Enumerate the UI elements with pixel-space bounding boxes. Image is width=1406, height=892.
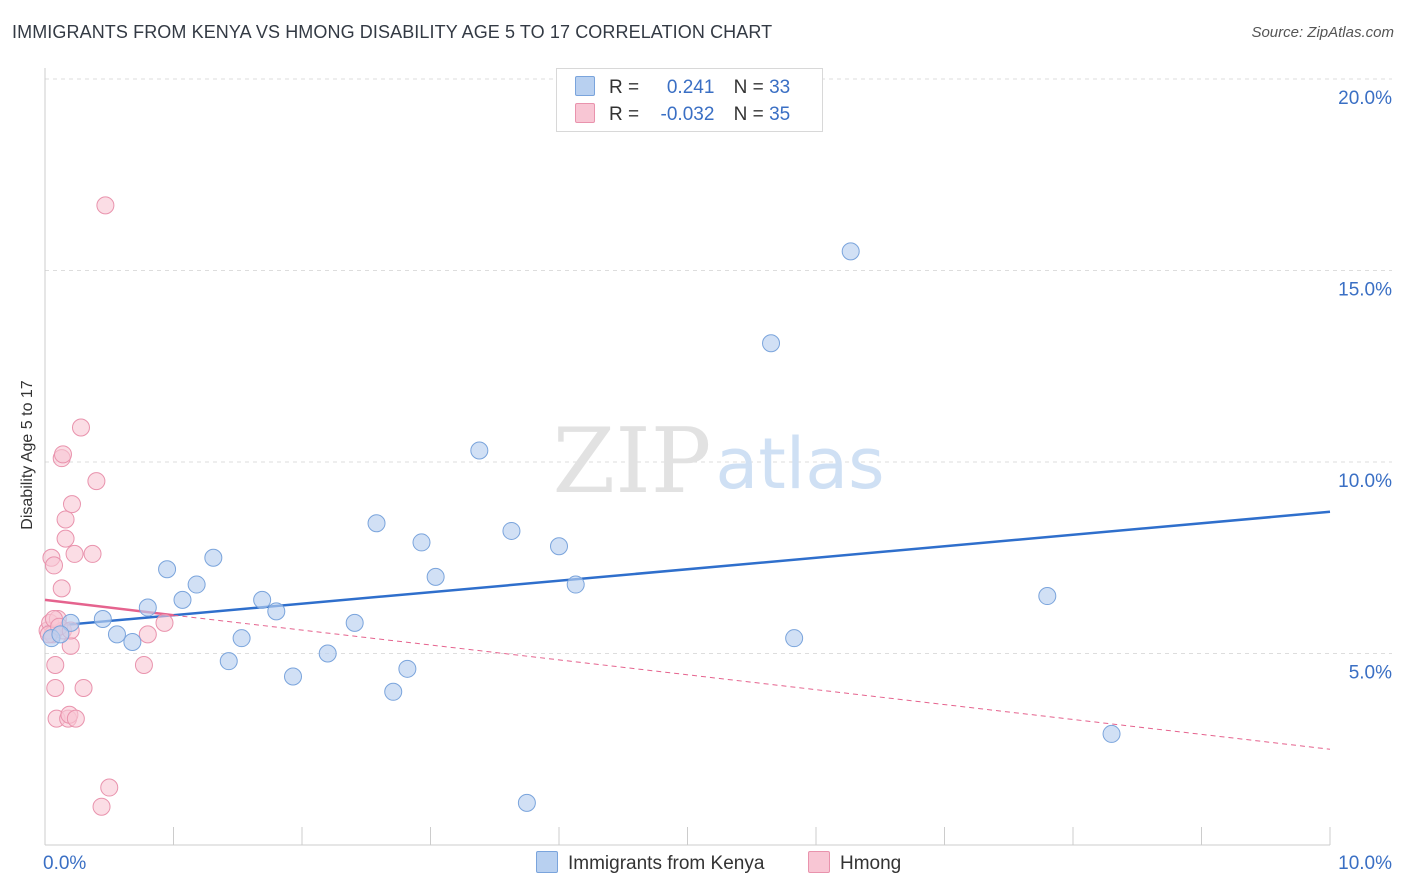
point-hmong	[56, 529, 75, 548]
point-kenya	[384, 682, 403, 701]
point-hmong	[74, 678, 93, 697]
point-kenya	[267, 602, 286, 621]
point-kenya	[93, 610, 112, 629]
bottom-legend-label-kenya: Immigrants from Kenya	[568, 853, 765, 874]
bottom-legend-swatch-kenya	[536, 851, 558, 873]
point-kenya	[785, 629, 804, 648]
x-tick-label-min: 0.0%	[43, 853, 86, 874]
point-hmong	[134, 655, 153, 674]
point-kenya	[232, 629, 251, 648]
point-kenya	[762, 334, 781, 353]
point-hmong	[65, 544, 84, 563]
legend-n-label-kenya: N =	[733, 77, 764, 98]
watermark: ZIP atlas	[553, 409, 885, 514]
point-kenya	[138, 598, 157, 617]
point-kenya	[426, 567, 445, 586]
tick-labels: 5.0% 10.0% 15.0% 20.0% 0.0% 10.0%	[43, 88, 1392, 874]
legend-n-label-hmong: N =	[733, 104, 764, 125]
point-hmong	[56, 510, 75, 529]
legend-swatch-kenya	[575, 76, 595, 96]
point-hmong	[44, 556, 63, 575]
legend-r-value-hmong: -0.032	[660, 104, 715, 125]
point-hmong	[46, 655, 65, 674]
y-tick-label: 5.0%	[1349, 663, 1392, 684]
trend-line-kenya	[44, 510, 1331, 628]
legend-n-value-hmong: 35	[769, 104, 791, 125]
legend-n-value-kenya: 33	[769, 77, 791, 98]
watermark-atlas: atlas	[715, 423, 884, 505]
point-kenya	[284, 667, 303, 686]
point-hmong	[66, 709, 85, 728]
point-hmong	[92, 797, 111, 816]
data-points	[38, 196, 1121, 816]
point-kenya	[1102, 724, 1121, 743]
point-hmong	[155, 613, 174, 632]
legend: R = 0.241 N = 33 R = -0.032 N = 35	[556, 68, 823, 132]
point-kenya	[412, 533, 431, 552]
point-hmong	[46, 678, 65, 697]
legend-swatch-hmong	[575, 103, 595, 123]
point-kenya	[318, 644, 337, 663]
point-kenya	[107, 625, 126, 644]
axes	[44, 68, 1331, 846]
point-kenya	[841, 242, 860, 261]
point-hmong	[96, 196, 115, 215]
source-label: Source: ZipAtlas.com	[1251, 24, 1394, 41]
point-kenya	[51, 625, 70, 644]
point-kenya	[187, 575, 206, 594]
chart-title: IMMIGRANTS FROM KENYA VS HMONG DISABILIT…	[12, 22, 773, 42]
x-tick-label-max: 10.0%	[1338, 853, 1392, 874]
bottom-legend-swatch-hmong	[808, 851, 830, 873]
point-kenya	[1038, 587, 1057, 606]
y-tick-label: 20.0%	[1338, 88, 1392, 109]
point-hmong	[52, 579, 71, 598]
watermark-zip: ZIP	[553, 409, 712, 514]
point-kenya	[470, 441, 489, 460]
point-kenya	[173, 590, 192, 609]
y-tick-label: 15.0%	[1338, 280, 1392, 301]
point-hmong	[62, 495, 81, 514]
point-hmong	[138, 625, 157, 644]
point-kenya	[566, 575, 585, 594]
point-hmong	[87, 472, 106, 491]
bottom-legend-hmong: Hmong	[808, 851, 901, 875]
legend-r-label-kenya: R =	[609, 77, 640, 98]
point-kenya	[219, 652, 238, 671]
point-kenya	[158, 560, 177, 579]
trend-line-hmong-dashed	[173, 614, 1331, 750]
point-kenya	[61, 613, 80, 632]
point-hmong	[100, 778, 119, 797]
point-kenya	[502, 521, 521, 540]
point-kenya	[123, 633, 142, 652]
point-hmong	[83, 544, 102, 563]
legend-row-hmong: R = -0.032 N = 35	[575, 103, 790, 127]
point-kenya	[367, 514, 386, 533]
point-kenya	[204, 548, 223, 567]
legend-r-value-kenya: 0.241	[666, 77, 715, 98]
point-kenya	[345, 613, 364, 632]
point-kenya	[517, 793, 536, 812]
point-kenya	[398, 659, 417, 678]
point-hmong	[53, 445, 72, 464]
bottom-legend-label-hmong: Hmong	[840, 853, 902, 874]
point-kenya	[550, 537, 568, 556]
legend-r-label-hmong: R =	[609, 104, 640, 125]
point-hmong	[71, 418, 90, 437]
bottom-legend-kenya: Immigrants from Kenya	[536, 851, 764, 875]
y-tick-label: 10.0%	[1338, 471, 1392, 492]
point-kenya	[253, 590, 272, 609]
legend-row-kenya: R = 0.241 N = 33	[575, 76, 790, 100]
